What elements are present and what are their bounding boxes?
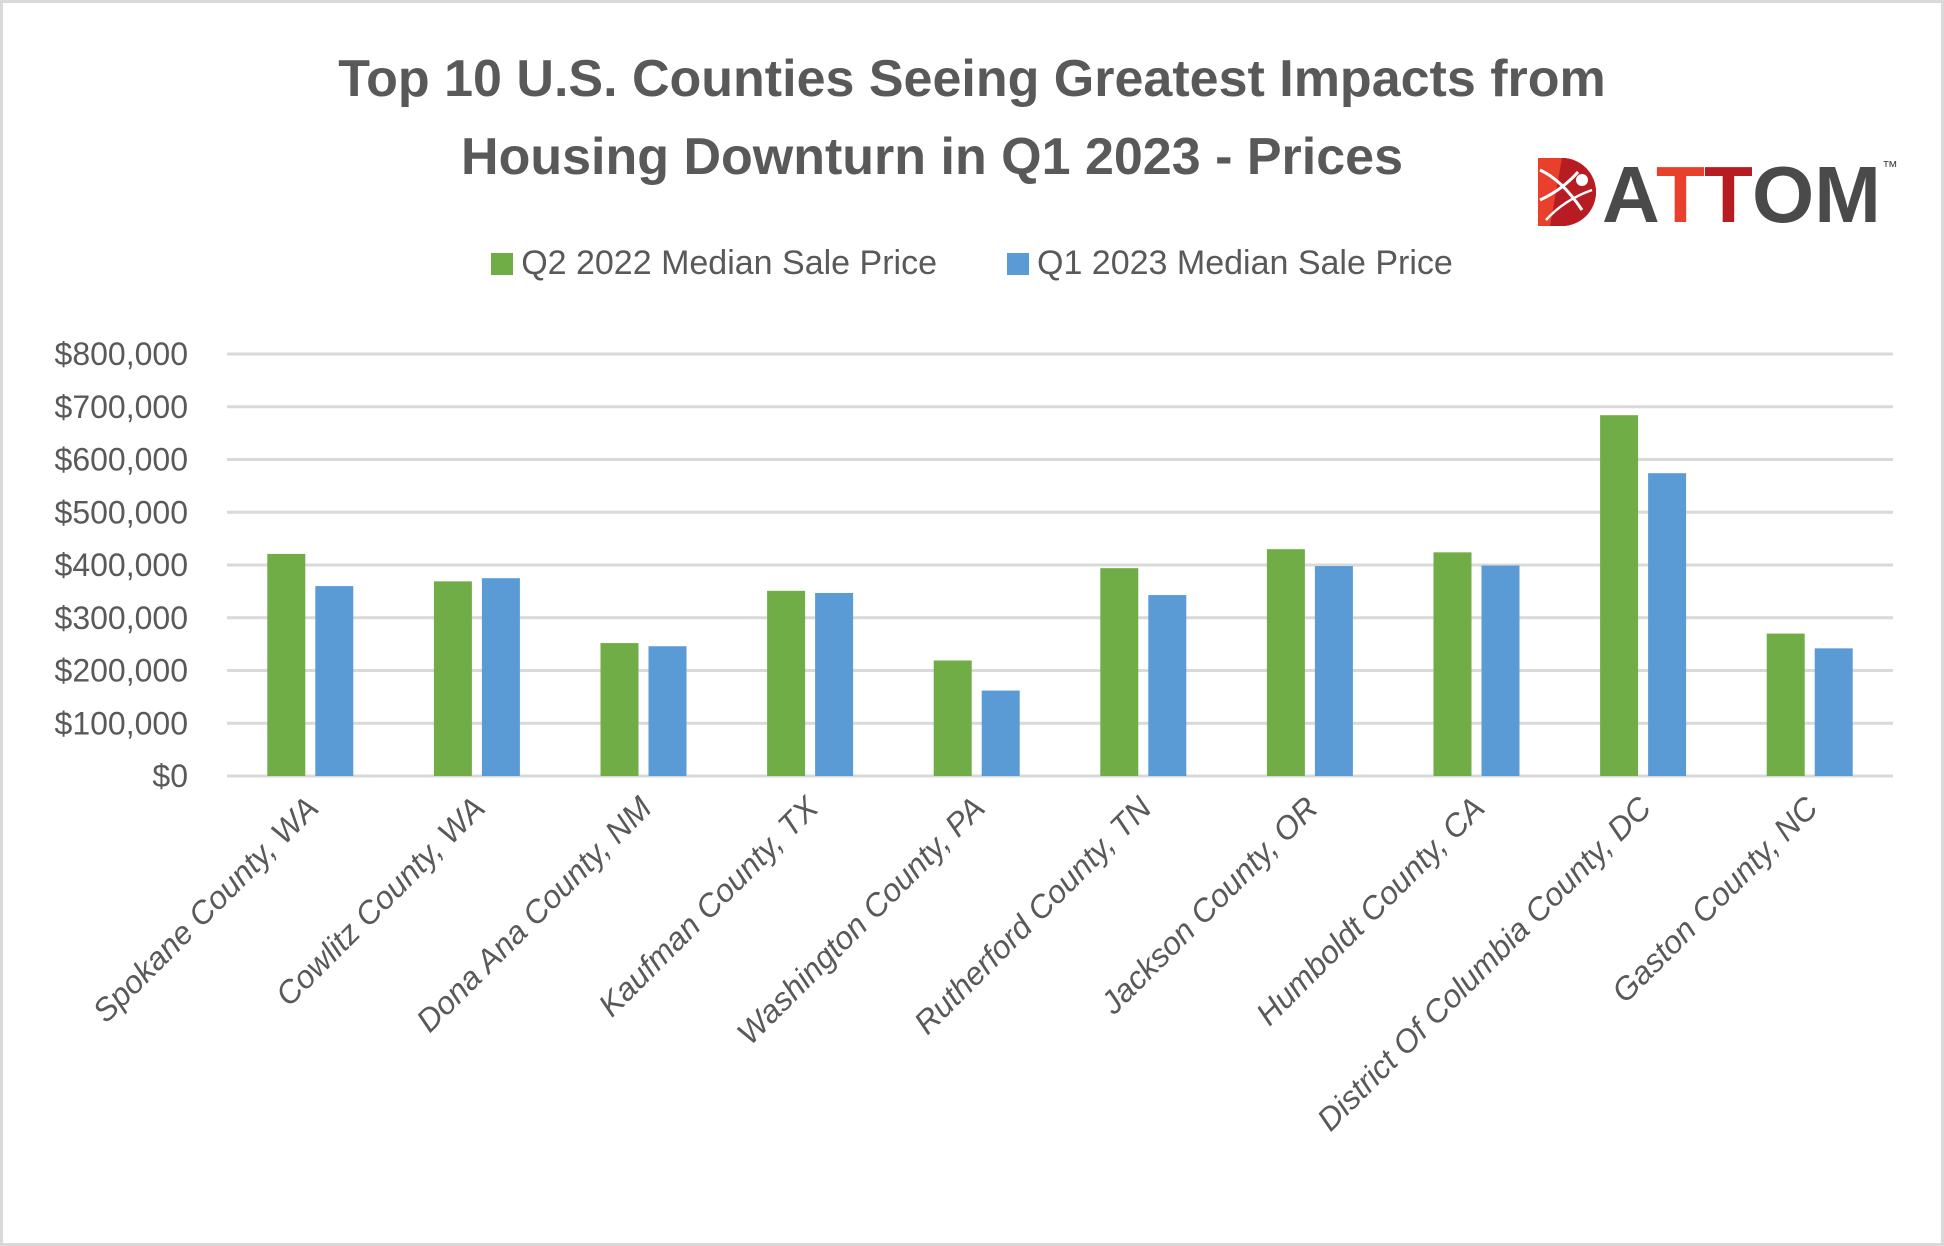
bar-q1-2023 [1814, 648, 1853, 776]
y-tick-label: $200,000 [55, 653, 188, 689]
bar-q1-2023 [815, 592, 854, 776]
legend-label: Q1 2023 Median Sale Price [1037, 244, 1453, 282]
y-tick-label: $600,000 [55, 442, 188, 478]
bar-q1-2023 [648, 646, 687, 776]
bar-q2-2022 [600, 643, 639, 776]
legend-swatch-blue [1007, 252, 1029, 275]
y-tick-label: $0 [152, 758, 188, 794]
logo-letter-t1: T [1656, 150, 1705, 230]
x-tick-label: District Of Columbia County, DC [1310, 789, 1659, 1138]
legend-swatch-green [491, 252, 514, 275]
bar-q1-2023 [1148, 595, 1187, 776]
y-tick-label: $700,000 [55, 389, 188, 425]
bar-q2-2022 [267, 553, 306, 776]
chart-title-line-1: Top 10 U.S. Counties Seeing Greatest Imp… [338, 50, 1606, 108]
bar-q1-2023 [1648, 473, 1687, 776]
bar-q2-2022 [433, 581, 472, 776]
bar-q1-2023 [481, 578, 520, 776]
y-tick-label: $800,000 [55, 336, 188, 372]
attom-logo: A T T OM ™ [1538, 150, 1898, 230]
attom-globe-icon [1538, 158, 1596, 226]
bar-q2-2022 [1100, 568, 1139, 776]
logo-trademark: ™ [1882, 159, 1898, 176]
legend-item-q2-2022: Q2 2022 Median Sale Price [491, 244, 937, 283]
y-tick-label: $100,000 [55, 705, 188, 741]
logo-letter-a: A [1602, 150, 1660, 230]
bar-q1-2023 [1314, 566, 1353, 776]
bar-q2-2022 [933, 660, 972, 776]
bar-q2-2022 [1766, 633, 1805, 776]
y-tick-label: $500,000 [55, 494, 188, 530]
logo-letters-om: OM [1752, 150, 1881, 230]
bar-q1-2023 [1481, 565, 1520, 776]
logo-letter-t2: T [1704, 150, 1753, 230]
bar-q1-2023 [981, 690, 1020, 776]
chart-title-line-2: Housing Downturn in Q1 2023 - Prices [461, 128, 1403, 186]
bar-q2-2022 [1600, 415, 1639, 776]
legend-item-q1-2023: Q1 2023 Median Sale Price [1007, 244, 1453, 283]
chart-legend: Q2 2022 Median Sale Price Q1 2023 Median… [0, 244, 1944, 283]
bar-q1-2023 [315, 586, 354, 776]
y-tick-label: $300,000 [55, 600, 188, 636]
y-tick-label: $400,000 [55, 547, 188, 583]
bar-q2-2022 [767, 590, 806, 776]
bar-q2-2022 [1433, 552, 1472, 776]
legend-label: Q2 2022 Median Sale Price [521, 244, 937, 282]
bar-q2-2022 [1266, 549, 1305, 776]
